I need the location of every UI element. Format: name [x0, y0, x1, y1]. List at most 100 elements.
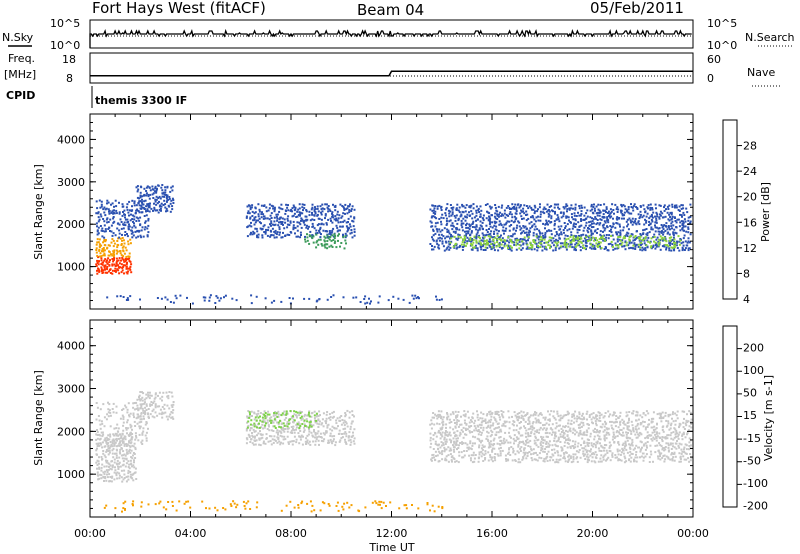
scatter-cell: [120, 447, 123, 449]
scatter-cell: [100, 268, 103, 271]
scatter-cell: [135, 216, 138, 219]
scatter-cell: [128, 267, 131, 270]
scatter-cell: [438, 299, 441, 301]
scatter-cell: [528, 422, 531, 425]
scatter-cell: [125, 206, 128, 209]
scatter-cell: [265, 228, 267, 231]
scatter-cell: [526, 246, 529, 249]
scatter-cell: [523, 238, 526, 241]
scatter-cell: [541, 232, 544, 235]
scatter-cell: [641, 249, 644, 252]
scatter-cell: [478, 446, 480, 449]
scatter-cell: [451, 411, 454, 414]
scatter-cell: [146, 210, 149, 212]
scatter-cell: [473, 457, 476, 460]
scatter-cell: [569, 207, 572, 210]
scatter-cell: [118, 451, 121, 454]
scatter-cell: [464, 216, 467, 219]
scatter-cell: [331, 234, 334, 237]
scatter-cell: [586, 441, 589, 444]
scatter-cell: [147, 231, 150, 234]
scatter-cell: [536, 236, 539, 239]
scatter-cell: [261, 236, 264, 239]
scatter-cell: [596, 430, 599, 433]
scatter-cell: [512, 228, 515, 231]
scatter-cell: [687, 249, 690, 252]
scatter-cell: [505, 420, 508, 423]
scatter-cell: [103, 252, 106, 255]
scatter-cell: [138, 204, 141, 207]
scatter-cell: [667, 218, 670, 221]
scatter-cell: [278, 221, 280, 224]
scatter-cell: [495, 410, 498, 413]
scatter-cell: [633, 242, 636, 245]
scatter-cell: [118, 272, 121, 275]
scatter-cell: [98, 466, 101, 469]
scatter-cell: [572, 427, 575, 430]
scatter-cell: [595, 453, 598, 456]
scatter-cell: [634, 248, 637, 250]
scatter-cell: [114, 466, 116, 469]
scatter-cell: [346, 409, 349, 412]
scatter-cell: [579, 426, 581, 429]
scatter-cell: [605, 422, 608, 425]
scatter-cell: [464, 442, 467, 445]
scatter-cell: [522, 442, 525, 445]
scatter-cell: [519, 450, 522, 452]
scatter-cell: [108, 449, 111, 452]
scatter-cell: [324, 213, 327, 216]
scatter-cell: [438, 423, 441, 426]
scatter-cell: [257, 219, 260, 222]
scatter-cell: [649, 203, 652, 206]
scatter-cell: [112, 239, 115, 242]
scatter-cell: [524, 451, 527, 454]
scatter-cell: [471, 238, 473, 240]
scatter-cell: [261, 234, 264, 237]
scatter-cell: [122, 454, 125, 457]
scatter-cell: [248, 414, 251, 417]
ytick-label: 4000: [57, 133, 85, 146]
scatter-cell: [669, 244, 671, 247]
scatter-cell: [314, 212, 317, 215]
scatter-cell: [433, 423, 436, 426]
scatter-cell: [517, 220, 520, 223]
scatter-cell: [315, 241, 318, 244]
scatter-cell: [115, 252, 118, 255]
scatter-cell: [107, 401, 109, 404]
scatter-cell: [155, 195, 158, 198]
scatter-cell: [448, 433, 450, 436]
scatter-cell: [250, 294, 253, 297]
scatter-cell: [432, 448, 435, 450]
scatter-cell: [536, 459, 539, 462]
scatter-cell: [135, 434, 137, 437]
scatter-cell: [646, 232, 649, 235]
scatter-cell: [449, 246, 452, 249]
scatter-cell: [100, 469, 103, 472]
scatter-cell: [302, 221, 305, 224]
scatter-cell: [486, 246, 489, 249]
scatter-cell: [471, 212, 474, 215]
scatter-cell: [98, 467, 101, 470]
scatter-cell: [468, 211, 470, 214]
scatter-cell: [126, 233, 128, 235]
scatter-cell: [684, 240, 687, 243]
scatter-cell: [616, 456, 619, 459]
scatter-cell: [549, 459, 552, 462]
scatter-cell: [450, 224, 453, 227]
scatter-cell: [270, 230, 273, 233]
scatter-cell: [606, 216, 609, 219]
scatter-cell: [558, 233, 561, 236]
scatter-cell: [327, 205, 330, 207]
scatter-cell: [158, 195, 161, 198]
scatter-cell: [341, 433, 343, 435]
scatter-cell: [505, 221, 508, 224]
scatter-cell: [325, 243, 327, 246]
scatter-cell: [549, 247, 551, 250]
scatter-cell: [130, 232, 133, 235]
scatter-cell: [301, 443, 304, 446]
scatter-cell: [140, 403, 143, 406]
scatter-cell: [500, 430, 503, 433]
scatter-cell: [482, 249, 485, 251]
scatter-cell: [105, 469, 108, 472]
scatter-cell: [101, 435, 104, 438]
